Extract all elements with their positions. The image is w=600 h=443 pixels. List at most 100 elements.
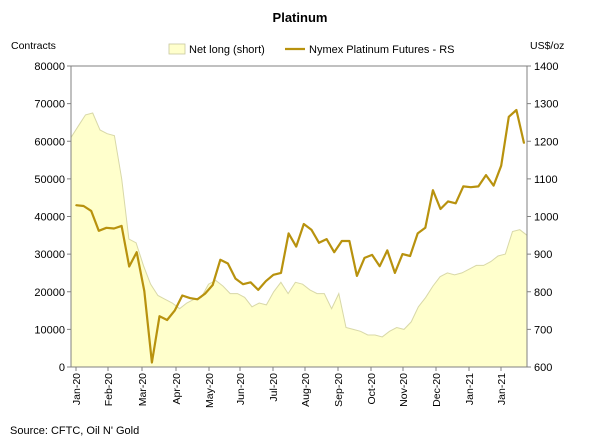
futures-point: [143, 290, 146, 292]
futures-point: [454, 202, 457, 205]
futures-point: [295, 245, 298, 248]
x-tick-label: Jan-21: [496, 373, 508, 405]
chart-title: Platinum: [273, 10, 328, 25]
futures-point: [416, 232, 419, 235]
futures-point: [401, 253, 404, 255]
y-left-tick-label: 70000: [34, 99, 65, 111]
x-tick-label: Jan-21: [464, 373, 476, 405]
futures-point: [363, 257, 366, 259]
futures-point: [386, 249, 389, 252]
futures-point: [378, 265, 381, 268]
futures-point: [158, 315, 161, 318]
futures-point: [249, 281, 252, 284]
futures-point: [333, 251, 336, 253]
y-left-tick-label: 0: [59, 362, 65, 374]
futures-point: [485, 174, 487, 176]
futures-point: [447, 200, 449, 203]
x-tick-label: Mar-20: [137, 373, 149, 406]
futures-point: [432, 189, 434, 191]
futures-point: [341, 240, 343, 242]
axes: 0 10000 20000 30000 40000 50000 60000 70000 8000…: [34, 61, 558, 408]
x-tick-label: Oct-20: [366, 373, 378, 405]
futures-point: [371, 254, 373, 256]
y-left-tick-label: 20000: [34, 287, 65, 299]
y-left-tick-label: 60000: [34, 136, 65, 148]
futures-point: [75, 204, 77, 206]
net-long-area-edge: [70, 112, 528, 338]
futures-point: [173, 309, 176, 312]
futures-point: [424, 227, 427, 229]
plot-area: [70, 108, 528, 367]
x-tick-label: Aug-20: [300, 373, 312, 407]
futures-point: [280, 272, 282, 274]
futures-point: [135, 251, 138, 253]
futures-point: [90, 210, 92, 212]
futures-point: [181, 294, 184, 297]
futures-point: [265, 280, 267, 283]
futures-point: [204, 292, 206, 295]
futures-point: [166, 319, 168, 321]
futures-point: [303, 223, 305, 225]
x-tick-label: Jun-20: [235, 373, 247, 405]
y-right-tick-label: 1100: [534, 174, 558, 186]
legend-label-futures: Nymex Platinum Futures - RS: [309, 44, 454, 56]
source-note: Source: CFTC, Oil N' Gold: [10, 425, 140, 437]
nymex-platinum-line: [75, 108, 526, 364]
y-right-tick-label: 1200: [534, 136, 558, 148]
futures-point: [508, 116, 510, 118]
futures-point: [211, 284, 214, 286]
futures-point: [318, 242, 320, 244]
futures-point: [439, 208, 442, 210]
futures-point: [348, 240, 351, 242]
futures-point: [272, 274, 275, 276]
futures-point: [151, 361, 153, 364]
legend-label-net-long: Net long (short): [189, 44, 265, 56]
futures-point: [394, 272, 396, 274]
futures-point: [82, 205, 85, 207]
futures-point: [120, 225, 123, 227]
x-tick-label: Feb-20: [103, 373, 115, 406]
y-right-tick-label: 1300: [534, 99, 558, 111]
y-right-tick-label: 800: [534, 287, 552, 299]
y-right-tick-label: 700: [534, 324, 552, 336]
futures-point: [523, 142, 525, 144]
y-left-tick-label: 30000: [34, 249, 65, 261]
futures-point: [234, 277, 237, 280]
futures-point: [409, 255, 411, 257]
x-tick-label: Jan-20: [71, 373, 83, 405]
futures-point: [98, 230, 100, 232]
y-right-axis-label: US$/oz: [530, 40, 564, 52]
futures-point: [515, 109, 518, 111]
futures-point: [470, 186, 472, 188]
y-right-tick-label: 1400: [534, 61, 558, 73]
futures-point: [219, 259, 222, 261]
futures-point: [242, 283, 244, 286]
futures-point: [196, 298, 199, 301]
futures-point: [356, 275, 358, 277]
futures-point: [492, 184, 495, 187]
x-tick-label: Nov-20: [398, 373, 410, 407]
futures-point: [310, 228, 313, 231]
futures-point: [128, 265, 130, 268]
y-right-tick-label: 1000: [534, 212, 558, 224]
futures-point: [462, 185, 465, 188]
futures-point: [113, 227, 115, 230]
x-tick-label: Apr-20: [171, 373, 183, 405]
y-right-tick-label: 600: [534, 362, 552, 374]
y-left-tick-label: 50000: [34, 174, 65, 186]
y-left-tick-label: 40000: [34, 212, 65, 224]
futures-point: [105, 227, 108, 229]
x-tick-label: Dec-20: [431, 373, 443, 407]
futures-point: [189, 297, 191, 299]
x-tick-label: Jul-20: [268, 373, 280, 402]
futures-point: [325, 238, 328, 240]
futures-point: [227, 262, 229, 265]
net-long-area: [71, 113, 527, 367]
x-tick-label: Sep-20: [333, 373, 345, 407]
y-left-tick-label: 10000: [34, 324, 65, 336]
legend: Net long (short) Nymex Platinum Futures …: [168, 43, 454, 56]
legend-swatch-net-long: [168, 43, 186, 55]
x-tick-label: May-20: [204, 373, 216, 408]
y-right-tick-label: 900: [534, 249, 552, 261]
